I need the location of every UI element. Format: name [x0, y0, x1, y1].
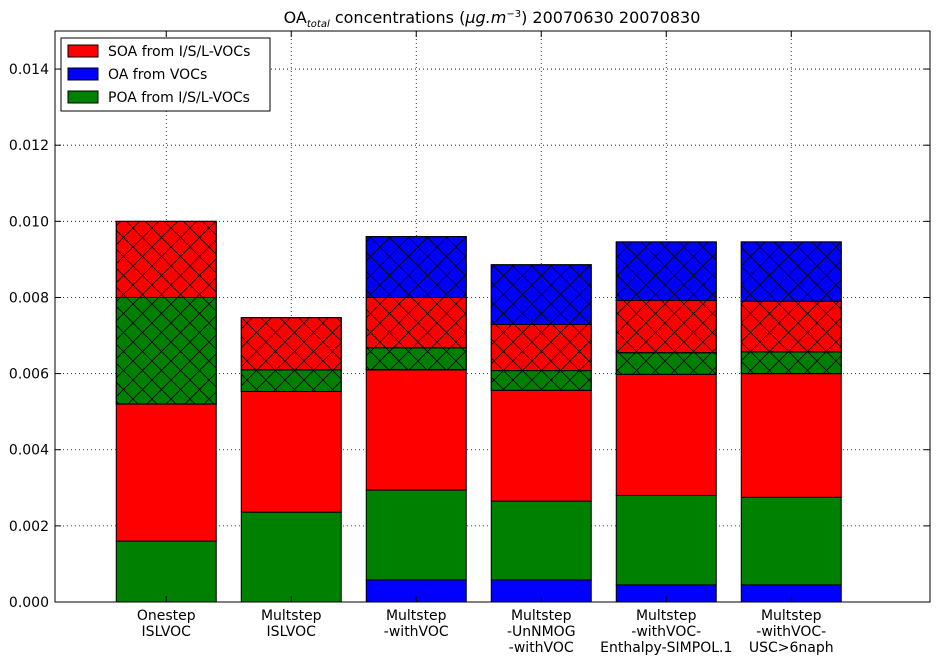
plot-frame: [54, 30, 931, 603]
y-tick-label: 0.012: [9, 138, 49, 154]
y-tick-label: 0.002: [9, 519, 49, 535]
y-tick-label: 0.014: [9, 62, 49, 78]
x-tick-label-line: Multstep: [636, 608, 697, 624]
bar-segment-poa-from-i-s-l-vocs: [240, 511, 342, 603]
x-tick-label-line: ISLVOC: [267, 624, 317, 640]
bar-hatch-oa-from-vocs-hatched: [365, 236, 467, 298]
title-dates: ) 20070630 20070830: [521, 8, 700, 27]
x-tick-label-line: -withVOC-: [631, 624, 701, 640]
legend-label: SOA from I/S/L-VOCs: [108, 44, 250, 60]
bar-segment-poa-from-i-s-l-vocs: [115, 540, 217, 603]
bar-hatch-soa-from-i-s-l-vocs-hatched: [365, 296, 467, 349]
bar-hatch-poa-from-i-s-l-vocs-hatched: [365, 347, 467, 371]
bar-hatch-soa-from-i-s-l-vocs-hatched: [240, 317, 342, 371]
legend: SOA from I/S/L-VOCs OA from VOCs POA from …: [60, 37, 271, 112]
title-rest: concentrations (: [330, 8, 466, 27]
bar-hatch-poa-from-i-s-l-vocs-hatched: [240, 369, 342, 392]
y-tick-label: 0.006: [9, 367, 49, 383]
y-tick-label: 0.000: [9, 595, 49, 611]
x-tick-label: Multstep ISLVOC: [261, 608, 322, 640]
x-tick-label-line: Multstep: [386, 608, 447, 624]
bar-hatch-oa-from-vocs-hatched: [490, 264, 592, 325]
title-exponent: −3: [506, 9, 521, 20]
bar-segment-soa-from-i-s-l-vocs: [740, 373, 842, 498]
bar-hatch-oa-from-vocs-hatched: [615, 241, 717, 302]
x-tick-label: Onestep ISLVOC: [137, 608, 196, 640]
bar-hatch-soa-from-i-s-l-vocs-hatched: [115, 220, 217, 298]
x-tick-label-line: USC>6naph: [749, 640, 834, 656]
x-tick-label-line: Multstep: [511, 608, 572, 624]
bar-hatch-poa-from-i-s-l-vocs-hatched: [740, 351, 842, 375]
title-subscript: total: [307, 19, 330, 30]
bar-hatch-soa-from-i-s-l-vocs-hatched: [740, 300, 842, 353]
bars: [115, 220, 842, 603]
x-tick-label: Multstep -withVOC-USC>6naph: [749, 608, 834, 656]
x-tick-label-line: Enthalpy-SIMPOL.1: [600, 640, 732, 656]
y-axis: 0.000 0.002 0.004 0.006 0.008 0.010 0.012 0.014: [9, 62, 930, 611]
bar-hatch-poa-from-i-s-l-vocs-hatched: [615, 352, 717, 375]
x-tick-label-line: -UnNMOG: [507, 624, 576, 640]
bar-hatch-soa-from-i-s-l-vocs-hatched: [615, 300, 717, 354]
x-tick-label-line: -withVOC: [509, 640, 574, 656]
y-tick-label: 0.010: [9, 214, 49, 230]
bar-segment-poa-from-i-s-l-vocs: [490, 500, 592, 581]
bar-segment-soa-from-i-s-l-vocs: [365, 369, 467, 491]
x-tick-label-line: Multstep: [761, 608, 822, 624]
bar-segment-poa-from-i-s-l-vocs: [615, 494, 717, 586]
title-main: OA: [284, 8, 307, 27]
x-tick-label-line: -withVOC-: [756, 624, 826, 640]
x-tick-label: Multstep -withVOC-Enthalpy-SIMPOL.1: [600, 608, 732, 656]
x-tick-label-line: ISLVOC: [142, 624, 192, 640]
chart-title: OAtotal concentrations (μg.m−3) 20070630…: [284, 8, 701, 30]
x-tick-label: Multstep -UnNMOG -withVOC: [507, 608, 576, 656]
bar-hatch-poa-from-i-s-l-vocs-hatched: [115, 296, 217, 405]
title-unit: μg.m: [464, 8, 506, 27]
x-tick-label-line: Onestep: [137, 608, 196, 624]
bar-segment-poa-from-i-s-l-vocs: [365, 489, 467, 581]
y-tick-label: 0.008: [9, 290, 49, 306]
x-tick-label-line: -withVOC: [384, 624, 449, 640]
y-tick-label: 0.004: [9, 443, 49, 459]
legend-swatch: [67, 44, 99, 58]
bar-hatch-soa-from-i-s-l-vocs-hatched: [490, 323, 592, 372]
bar-segment-poa-from-i-s-l-vocs: [740, 496, 842, 586]
bar-segment-soa-from-i-s-l-vocs: [615, 373, 717, 496]
bar-segment-soa-from-i-s-l-vocs: [490, 389, 592, 502]
bar-hatch-oa-from-vocs-hatched: [740, 241, 842, 302]
x-tick-label-line: Multstep: [261, 608, 322, 624]
legend-swatch: [67, 90, 99, 104]
legend-swatch: [67, 67, 99, 81]
bar-segment-soa-from-i-s-l-vocs: [240, 390, 342, 513]
bar-segment-soa-from-i-s-l-vocs: [115, 403, 217, 542]
legend-label: POA from I/S/L-VOCs: [108, 90, 250, 106]
legend-label: OA from VOCs: [108, 67, 207, 83]
bar-hatch-poa-from-i-s-l-vocs-hatched: [490, 370, 592, 391]
x-tick-label: Multstep -withVOC: [384, 608, 449, 640]
